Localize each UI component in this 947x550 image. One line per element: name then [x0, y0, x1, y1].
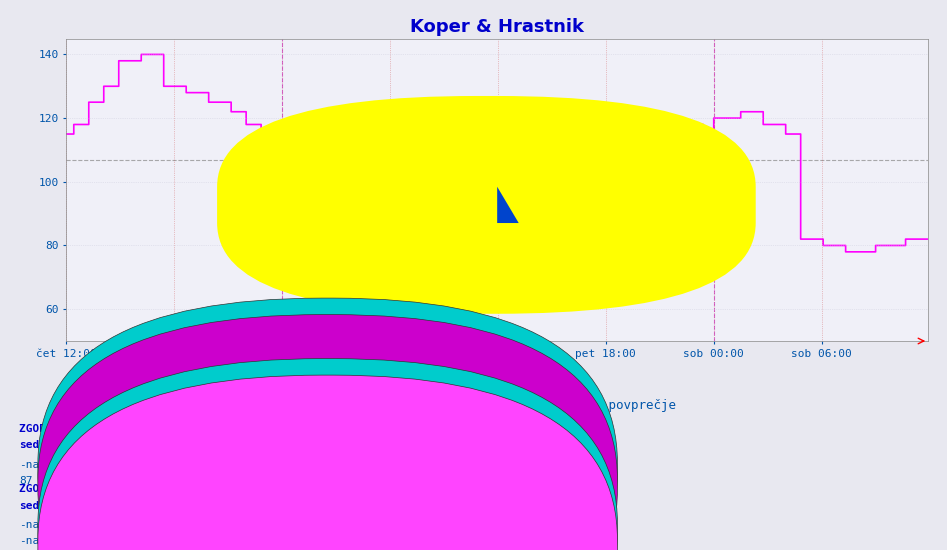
Text: 87: 87 — [19, 476, 32, 486]
Text: -nan: -nan — [95, 520, 122, 530]
Title: Koper & Hrastnik: Koper & Hrastnik — [410, 18, 584, 36]
Text: Meritve: povprečne  Enote: anglešaške  Črta: povprečje: Meritve: povprečne Enote: anglešaške Črt… — [271, 397, 676, 411]
Text: navpična črta - razdelek 24 ur: navpična črta - razdelek 24 ur — [361, 412, 586, 425]
Text: -nan: -nan — [95, 536, 122, 547]
Text: maks.:: maks.: — [246, 500, 287, 511]
Text: maks.:: maks.: — [246, 440, 287, 450]
Text: CO[ppm]: CO[ppm] — [336, 520, 384, 530]
Text: www.si-vreme.com: www.si-vreme.com — [334, 190, 660, 219]
Text: -nan: -nan — [170, 520, 198, 530]
Text: -nan: -nan — [95, 459, 122, 470]
Text: ZGODOVINSKE IN TRENUTNE VREDNOSTI: ZGODOVINSKE IN TRENUTNE VREDNOSTI — [19, 484, 241, 494]
Text: 107: 107 — [170, 476, 190, 486]
Text: sedaj:: sedaj: — [19, 500, 60, 511]
Text: Hrastnik: Hrastnik — [322, 500, 376, 511]
Text: min.:: min.: — [95, 500, 129, 511]
Text: -nan: -nan — [19, 520, 46, 530]
Polygon shape — [497, 187, 519, 223]
Text: -nan: -nan — [246, 520, 274, 530]
Text: zadnja dva dni / 5 minut.: zadnja dva dni / 5 minut. — [380, 381, 567, 394]
Text: sedaj:: sedaj: — [19, 439, 60, 450]
Text: O3[ppm]: O3[ppm] — [336, 536, 384, 547]
FancyBboxPatch shape — [217, 96, 756, 314]
Text: -nan: -nan — [170, 459, 198, 470]
Text: O3[ppm]: O3[ppm] — [336, 476, 384, 486]
Text: ZGODOVINSKE IN TRENUTNE VREDNOSTI: ZGODOVINSKE IN TRENUTNE VREDNOSTI — [19, 424, 241, 434]
Text: povpr.:: povpr.: — [170, 440, 218, 450]
Text: povpr.:: povpr.: — [170, 500, 218, 511]
Text: Slovenija / kakovost zraka,: Slovenija / kakovost zraka, — [372, 366, 575, 379]
Text: min.:: min.: — [95, 440, 129, 450]
Text: -nan: -nan — [19, 536, 46, 547]
Text: -nan: -nan — [246, 536, 274, 547]
Text: -nan: -nan — [19, 459, 46, 470]
Text: 43: 43 — [95, 476, 108, 486]
Text: -nan: -nan — [170, 536, 198, 547]
Text: 140: 140 — [246, 476, 266, 486]
Text: Koper: Koper — [322, 440, 356, 450]
Text: CO[ppm]: CO[ppm] — [336, 459, 384, 470]
Text: -nan: -nan — [246, 459, 274, 470]
